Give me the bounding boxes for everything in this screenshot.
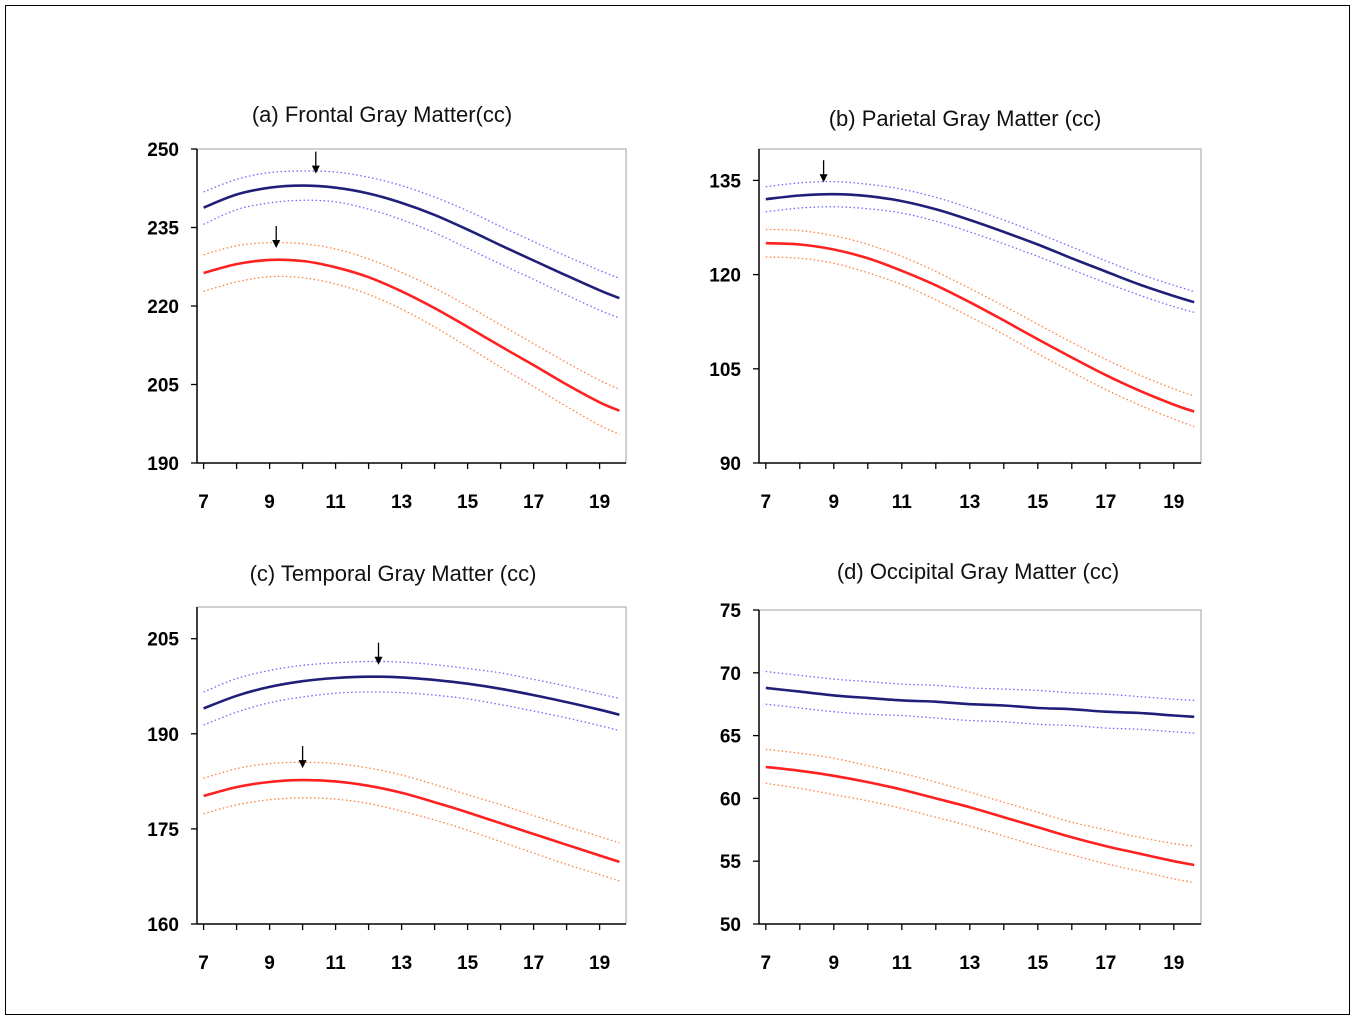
confidence-band-line [765, 228, 1195, 397]
plot-area [196, 606, 627, 925]
x-tick-label: 7 [761, 953, 772, 974]
confidence-band-line [765, 256, 1195, 428]
x-tick-label: 19 [1163, 953, 1184, 974]
y-tick-label: 55 [720, 852, 742, 873]
x-tick-label: 17 [1095, 492, 1116, 513]
series-line [765, 241, 1195, 413]
y-tick-label: 175 [147, 820, 179, 841]
x-tick-label: 7 [761, 492, 772, 513]
x-tick-label: 7 [198, 953, 209, 974]
plot-area [196, 148, 627, 464]
x-tick-label: 9 [264, 953, 275, 974]
confidence-band-line [765, 180, 1195, 293]
peak-arrow-head [311, 165, 320, 174]
confidence-band-line [203, 241, 620, 390]
confidence-band-line [203, 761, 620, 844]
series-line [765, 192, 1195, 304]
y-tick-label: 190 [147, 454, 179, 475]
series-line [765, 765, 1195, 867]
x-tick-label: 11 [326, 492, 347, 513]
confidence-band-line [203, 691, 620, 732]
confidence-band-line [765, 206, 1195, 313]
y-tick-label: 70 [720, 664, 741, 685]
x-tick-label: 19 [589, 492, 610, 513]
series-line [203, 675, 620, 717]
x-tick-label: 7 [198, 492, 209, 513]
series-line [765, 686, 1195, 719]
x-tick-label: 13 [391, 492, 412, 513]
x-tick-label: 9 [264, 492, 275, 513]
y-tick-label: 90 [720, 454, 741, 475]
x-tick-label: 9 [829, 492, 840, 513]
figure-frame [5, 5, 1350, 1015]
x-tick-label: 15 [457, 492, 479, 513]
plot-area [758, 609, 1202, 925]
confidence-band-line [765, 670, 1195, 702]
y-tick-label: 135 [709, 171, 741, 192]
x-tick-label: 9 [829, 953, 840, 974]
x-tick-label: 15 [457, 953, 479, 974]
confidence-band-line [203, 275, 620, 435]
y-tick-label: 220 [147, 297, 179, 318]
x-tick-label: 13 [391, 953, 412, 974]
panel-2: (c) Temporal Gray Matter (cc) 160 175 190 20… [147, 561, 627, 974]
panel-1: (b) Parietal Gray Matter (cc) 90 105 120 135… [709, 106, 1202, 513]
y-tick-label: 190 [147, 725, 179, 746]
y-tick-label: 205 [147, 630, 179, 651]
y-tick-label: 205 [147, 376, 179, 397]
x-tick-label: 19 [1163, 492, 1184, 513]
x-tick-label: 19 [589, 953, 610, 974]
confidence-band-line [765, 748, 1195, 847]
x-tick-label: 13 [959, 492, 980, 513]
confidence-band-line [203, 199, 620, 319]
chart-title: (d) Occipital Gray Matter (cc) [837, 559, 1119, 584]
y-tick-label: 75 [720, 601, 742, 622]
panel-0: (a) Frontal Gray Matter(cc) 190 205 220 235 2… [147, 102, 627, 513]
y-tick-label: 50 [720, 915, 741, 936]
x-tick-label: 11 [892, 492, 913, 513]
peak-arrow-head [298, 760, 307, 769]
y-tick-label: 120 [709, 266, 741, 287]
y-tick-label: 105 [709, 360, 741, 381]
x-tick-label: 13 [959, 953, 980, 974]
y-tick-label: 235 [147, 219, 179, 240]
confidence-band-line [765, 703, 1195, 734]
x-tick-label: 11 [892, 953, 913, 974]
y-tick-label: 60 [720, 789, 741, 810]
confidence-band-line [765, 782, 1195, 884]
x-tick-label: 17 [523, 953, 544, 974]
x-tick-label: 15 [1027, 492, 1049, 513]
plot-area [758, 148, 1202, 464]
series-line [203, 184, 620, 300]
x-tick-label: 17 [523, 492, 544, 513]
chart-title: (a) Frontal Gray Matter(cc) [252, 102, 512, 127]
peak-arrow-head [374, 656, 383, 665]
confidence-band-line [203, 660, 620, 699]
x-tick-label: 11 [326, 953, 347, 974]
x-tick-label: 17 [1095, 953, 1116, 974]
peak-arrow-head [819, 174, 828, 183]
panel-3: (d) Occipital Gray Matter (cc) 50 55 60 65 70… [720, 559, 1202, 974]
series-line [203, 778, 620, 864]
y-tick-label: 65 [720, 727, 742, 748]
y-tick-label: 160 [147, 915, 179, 936]
y-tick-label: 250 [147, 140, 179, 161]
x-tick-label: 15 [1027, 953, 1049, 974]
chart-title: (c) Temporal Gray Matter (cc) [250, 561, 537, 586]
peak-arrow-head [272, 239, 281, 248]
series-line [203, 258, 620, 412]
confidence-band-line [203, 797, 620, 882]
chart-title: (b) Parietal Gray Matter (cc) [829, 106, 1102, 131]
